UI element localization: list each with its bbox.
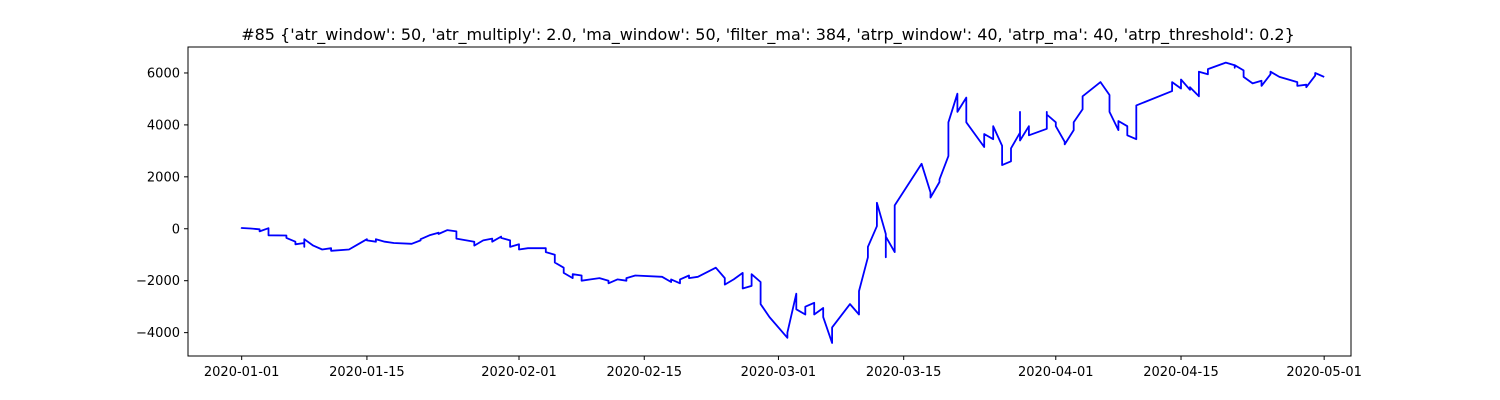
y-axis: −4000 −2000 0 2000 4000 6000 — [136, 66, 188, 341]
series-layer — [240, 61, 1325, 344]
x-tick-label: 2020-03-01 — [741, 365, 817, 380]
x-tick-label: 2020-04-01 — [1018, 365, 1094, 380]
plot-frame — [187, 46, 1352, 357]
x-tick-label: 2020-02-01 — [481, 365, 557, 380]
x-tick-label: 2020-01-01 — [204, 365, 280, 380]
x-tick-label: 2020-02-15 — [606, 365, 682, 380]
x-tick-label: 2020-01-15 — [329, 365, 405, 380]
y-tick-label: −4000 — [136, 326, 180, 341]
chart-title: #85 {'atr_window': 50, 'atr_multiply': 2… — [241, 25, 1295, 45]
x-tick-label: 2020-04-15 — [1143, 365, 1219, 380]
y-tick-label: 2000 — [147, 170, 180, 185]
y-tick-label: 6000 — [147, 66, 180, 81]
x-tick-label: 2020-05-01 — [1286, 365, 1362, 380]
y-tick-label: 4000 — [147, 118, 180, 133]
plot-area — [187, 46, 1352, 357]
x-tick-label: 2020-03-15 — [866, 365, 942, 380]
x-axis: 2020-01-01 2020-01-15 2020-02-01 2020-02-15… — [204, 356, 1362, 380]
series-line — [240, 61, 1325, 344]
y-tick-label: 0 — [172, 222, 180, 237]
y-tick-label: −2000 — [136, 274, 180, 289]
